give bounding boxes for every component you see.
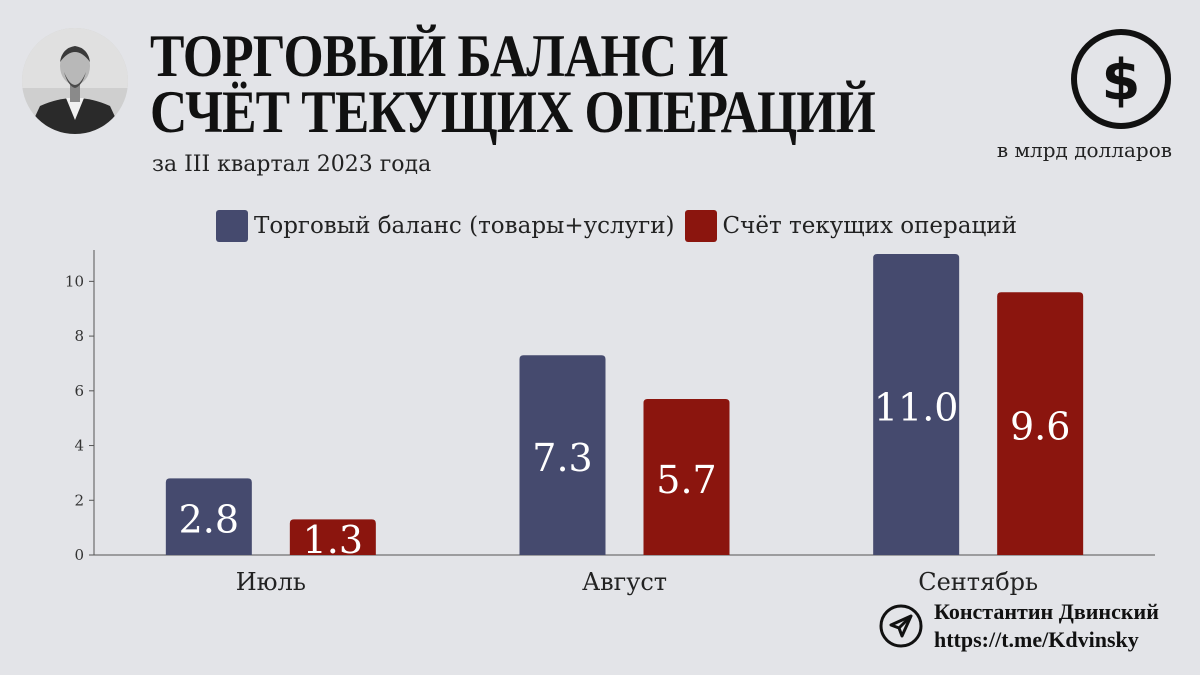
legend-item-current: Счёт текущих операций xyxy=(684,210,1017,242)
legend-swatch-trade xyxy=(216,210,248,242)
dollar-icon: $ xyxy=(1071,29,1171,129)
legend-label-current: Счёт текущих операций xyxy=(722,213,1017,239)
author-name: Константин Двинский xyxy=(934,599,1159,624)
author-link[interactable]: https://t.me/Kdvinsky xyxy=(934,627,1139,652)
bar-current xyxy=(289,519,376,555)
chart-legend: Торговый баланс (товары+услуги) Счёт тек… xyxy=(216,208,1027,244)
bar-value-label: 2.8 xyxy=(179,498,239,542)
bar-trade xyxy=(519,355,606,555)
telegram-icon[interactable] xyxy=(878,603,924,649)
subtitle: за III квартал 2023 года xyxy=(152,152,432,177)
bar-current xyxy=(997,292,1084,555)
title-line-2: СЧЁТ ТЕКУЩИХ ОПЕРАЦИЙ xyxy=(150,79,876,145)
bar-trade xyxy=(873,254,960,555)
svg-text:$: $ xyxy=(1102,48,1141,113)
x-category-label: Август xyxy=(582,568,667,596)
bar-trade xyxy=(165,478,252,555)
author-credit: Константин Двинский https://t.me/Kdvinsk… xyxy=(934,598,1159,654)
units-label: в млрд долларов xyxy=(996,138,1172,162)
page-title: ТОРГОВЫЙ БАЛАНС И СЧЁТ ТЕКУЩИХ ОПЕРАЦИЙ xyxy=(150,23,876,145)
y-tick-label: 8 xyxy=(74,327,84,345)
bar-current xyxy=(643,399,730,555)
bar-value-label: 11.0 xyxy=(874,386,959,430)
y-tick-label: 2 xyxy=(74,491,84,509)
bar-value-label: 7.3 xyxy=(532,436,592,480)
bar-value-label: 1.3 xyxy=(303,518,363,562)
y-tick-label: 10 xyxy=(65,272,84,290)
y-tick-label: 6 xyxy=(74,382,84,400)
legend-label-trade: Торговый баланс (товары+услуги) xyxy=(254,213,675,239)
x-category-label: Сентябрь xyxy=(918,568,1038,596)
legend-item-trade: Торговый баланс (товары+услуги) xyxy=(216,210,675,242)
legend-swatch-current xyxy=(684,210,717,242)
y-tick-label: 4 xyxy=(74,437,84,455)
bar-value-label: 5.7 xyxy=(656,458,716,502)
y-tick-label: 0 xyxy=(74,546,84,564)
title-line-1: ТОРГОВЫЙ БАЛАНС И xyxy=(150,23,728,89)
author-portrait xyxy=(22,28,128,134)
x-category-label: Июль xyxy=(236,568,306,596)
bar-value-label: 9.6 xyxy=(1010,405,1070,449)
